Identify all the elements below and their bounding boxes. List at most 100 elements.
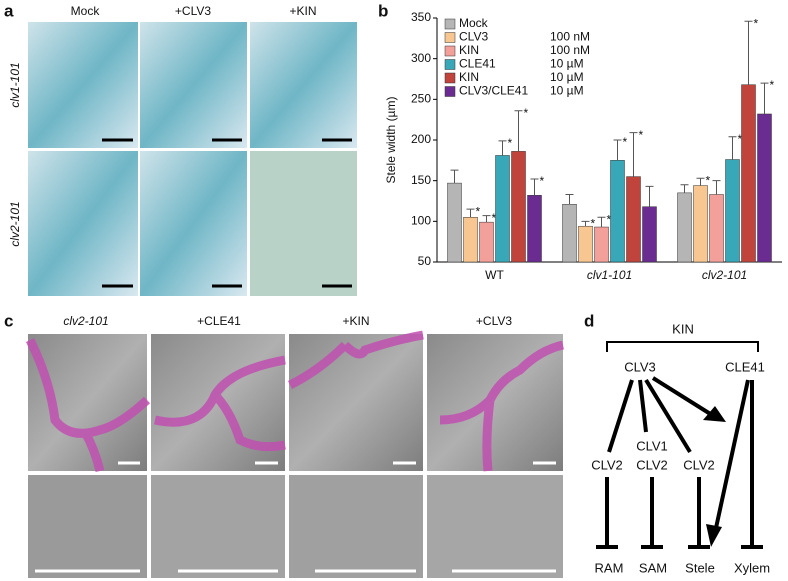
target: Xylem [734,560,770,575]
micrographs-c [25,330,565,578]
error-bar [466,208,475,218]
error-bar [613,139,622,161]
column-header: +CLE41 [197,314,241,328]
bracket [606,341,759,352]
column-header: +CLV3 [175,4,211,18]
significance-mark: * [706,173,711,187]
error-bar [696,177,705,186]
diagram-edges [596,376,763,549]
bar [725,159,740,263]
panel-label: b [378,1,388,20]
bar [741,84,756,263]
bar [709,194,724,263]
legend-dose: 10 µM [550,57,584,71]
significance-mark: * [476,204,481,218]
error-bar [744,20,753,85]
legend-swatch [444,18,456,30]
node: CLV2 [636,457,668,472]
legend-swatch [444,86,456,97]
legend-label: CLV3/CLE41 [459,84,528,98]
bar [511,151,526,263]
legend-dose: 10 µM [550,84,584,98]
legend-label: CLV3 [459,30,488,44]
node: CLE41 [725,359,765,374]
node: CLV2 [591,457,623,472]
node: CLV2 [683,457,715,472]
panel-label: a [4,1,14,20]
error-bar [482,215,491,223]
micrograph [28,151,138,296]
significance-mark: * [607,212,612,226]
y-axis-label: Stele width (µm) [384,97,398,184]
column-header: clv2-101 [63,314,108,328]
significance-mark: * [508,136,513,150]
scale-bars [102,138,352,288]
significance-mark: * [591,217,596,231]
bar [677,192,692,263]
panel-label: d [584,311,594,330]
column-header: +KIN [342,314,369,328]
error-bar [498,140,507,156]
arrowhead [703,406,726,422]
row-label: clv2-101 [8,201,22,246]
y-tick-label: 250 [411,92,431,106]
micrographs-a [28,22,357,296]
column-header: +KIN [289,4,316,18]
y-tick-label: 200 [411,132,431,146]
error-bar [645,185,654,207]
micrograph [250,22,357,148]
target: SAM [639,560,667,575]
node: KIN [672,321,694,336]
legend-label: KIN [459,70,479,84]
error-bar [728,136,737,160]
bar [527,195,542,263]
y-tick-label: 300 [411,51,431,65]
significance-mark: * [770,78,775,92]
row-label: clv1-101 [8,62,22,107]
significance-mark: * [524,106,529,120]
panel-label: c [4,311,13,330]
error-bar [760,82,769,114]
bar [578,225,593,263]
error-bar [581,220,590,227]
target: Stele [685,560,715,575]
target: RAM [595,560,624,575]
legend-swatch [444,59,456,70]
y-tick-label: 50 [418,254,432,268]
bar [693,185,708,263]
column-header: Mock [71,4,101,18]
bar [562,204,577,263]
legend-dose: 100 nM [550,30,590,44]
significance-mark: * [540,174,545,188]
error-bar [680,184,689,193]
legend-swatch [444,45,456,57]
y-tick-label: 150 [411,173,431,187]
error-bar [565,193,574,205]
micrograph [140,151,247,296]
legend-label: CLE41 [459,57,496,71]
column-header: +CLV3 [476,314,512,328]
bar [495,155,510,263]
error-bar [712,180,721,195]
micrograph [28,22,138,148]
legend-swatch [444,72,456,84]
legend-label: KIN [459,43,479,57]
node: CLV1 [636,438,668,453]
x-tick-label: WT [485,268,504,282]
error-bar [597,216,606,228]
bar [594,226,609,263]
significance-mark: * [623,135,628,149]
y-tick-label: 100 [411,214,431,228]
micrograph [140,22,247,148]
legend-dose: 10 µM [550,70,584,84]
bar [757,113,772,263]
node: CLV3 [624,359,656,374]
bar [626,176,641,263]
significance-mark: * [492,211,497,225]
micrograph [250,151,357,296]
x-tick-label: clv1-101 [587,268,632,282]
error-bar [450,169,459,184]
bar [479,221,494,263]
arrowhead [706,524,722,547]
